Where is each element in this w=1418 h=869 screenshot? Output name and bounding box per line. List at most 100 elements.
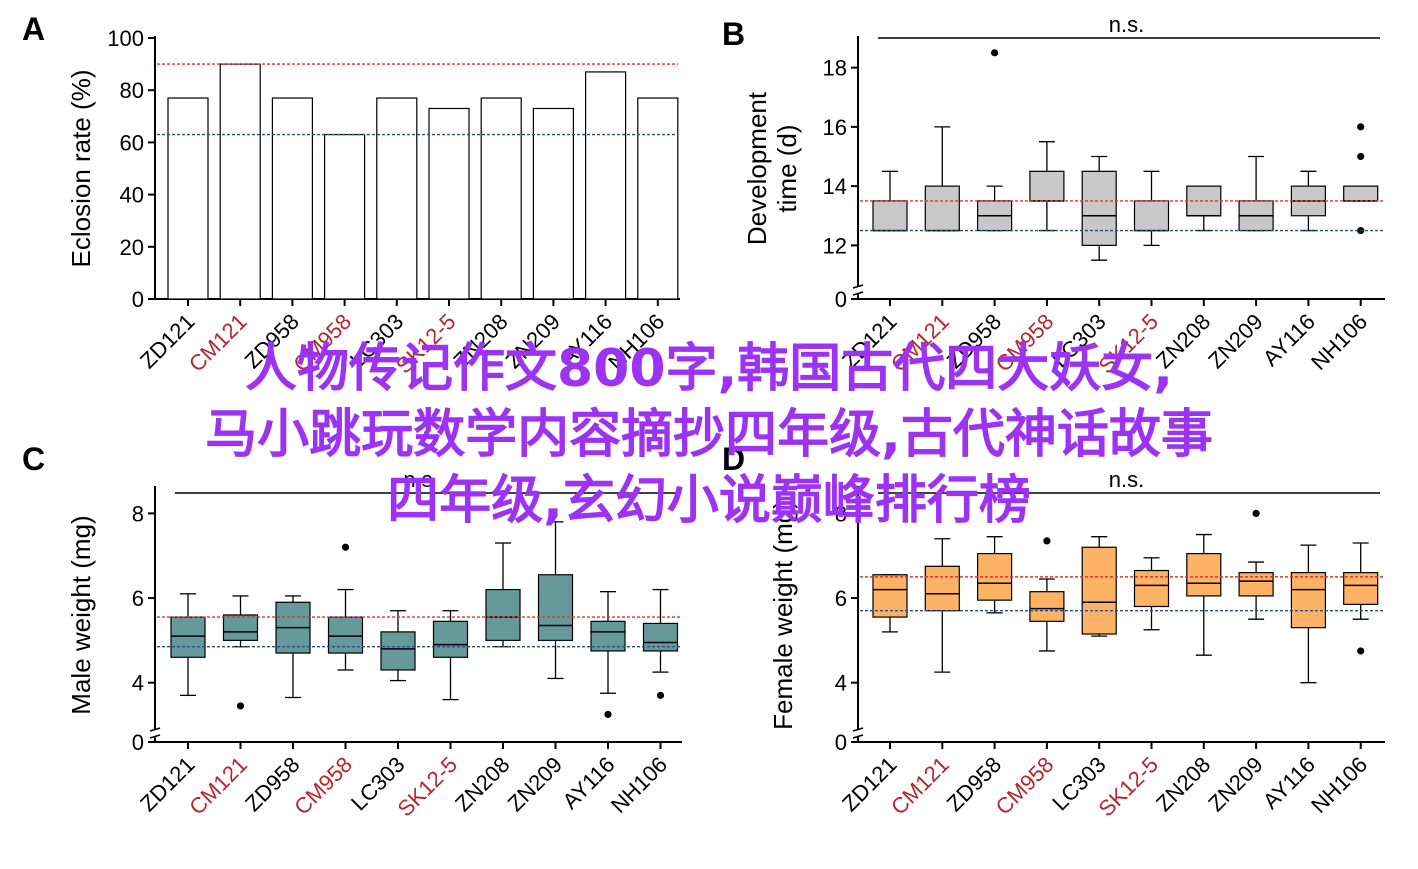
box xyxy=(222,614,259,641)
panel-label-d: D xyxy=(722,441,745,477)
y-tick-label: 0 xyxy=(132,730,144,755)
bar xyxy=(167,97,209,300)
x-tick-label: CM958 xyxy=(991,309,1059,377)
x-tick-label: ZN208 xyxy=(448,309,512,373)
panel-label-a: A xyxy=(22,11,45,47)
y-tick-label: 0 xyxy=(835,730,847,755)
significance-label: n.s. xyxy=(1109,12,1144,37)
x-tick-label: CM121 xyxy=(184,752,252,820)
x-tick-label: CM121 xyxy=(886,309,954,377)
outlier-point xyxy=(604,710,612,719)
y-tick-label: 4 xyxy=(132,671,144,696)
y-tick-label: 60 xyxy=(120,130,144,155)
bar xyxy=(480,97,522,300)
bar xyxy=(324,133,366,300)
box xyxy=(590,620,626,652)
x-tick-label: SK12-5 xyxy=(392,752,462,822)
box xyxy=(924,185,960,232)
bar xyxy=(376,97,418,300)
panel-label-b: B xyxy=(722,16,745,52)
box xyxy=(872,574,908,618)
x-tick-label: CM121 xyxy=(184,309,252,377)
axis-break-mark xyxy=(149,727,161,732)
axis-break-mark xyxy=(852,291,864,296)
x-tick-label: ZN208 xyxy=(1151,309,1215,373)
x-tick-label: NH106 xyxy=(603,309,669,375)
box xyxy=(1081,170,1117,246)
box xyxy=(327,616,364,654)
outlier-point xyxy=(1357,647,1365,655)
box xyxy=(1133,200,1170,232)
x-tick-label: ZN209 xyxy=(1203,752,1267,816)
box xyxy=(485,588,521,641)
axis-break-mark xyxy=(852,727,864,732)
bar xyxy=(532,107,575,300)
y-tick-label: 80 xyxy=(120,78,144,103)
y-tick-label: 8 xyxy=(132,501,144,526)
y-tick-label: 0 xyxy=(835,287,847,312)
y-tick-label: 14 xyxy=(823,174,847,199)
bar xyxy=(428,107,470,300)
x-tick-label: ZN209 xyxy=(503,752,567,816)
box xyxy=(924,565,960,612)
x-tick-label: ZN209 xyxy=(501,309,565,373)
outlier-point xyxy=(1357,152,1365,161)
x-tick-label: ZN208 xyxy=(1151,752,1215,816)
bar xyxy=(271,97,313,300)
x-tick-label: CM958 xyxy=(288,309,356,377)
box xyxy=(1029,591,1065,622)
x-tick-label: CM121 xyxy=(886,752,954,820)
box xyxy=(1290,572,1327,629)
significance-label: n.s. xyxy=(1109,467,1144,492)
box xyxy=(1238,572,1274,597)
box xyxy=(1081,546,1117,635)
box xyxy=(170,616,206,658)
outlier-point xyxy=(236,702,245,710)
box xyxy=(1029,170,1065,202)
y-tick-label: 12 xyxy=(823,233,847,258)
x-tick-label: CM958 xyxy=(991,752,1059,820)
x-tick-label: CM958 xyxy=(289,752,357,820)
significance-label: n.s xyxy=(403,467,432,492)
box xyxy=(1343,572,1379,605)
y-tick-label: 18 xyxy=(823,56,847,81)
bar xyxy=(637,97,679,300)
y-axis-label: Eclosion rate (%) xyxy=(66,70,96,268)
box xyxy=(1186,552,1222,597)
x-tick-label: ZN208 xyxy=(450,752,514,816)
outlier-point xyxy=(991,49,999,57)
y-axis-label: time (d) xyxy=(772,124,802,212)
box xyxy=(432,620,469,658)
y-tick-label: 100 xyxy=(107,26,144,51)
y-tick-label: 6 xyxy=(835,586,847,611)
box xyxy=(380,631,416,671)
y-tick-label: 6 xyxy=(132,586,144,611)
bar xyxy=(584,71,627,300)
x-tick-label: SK12-5 xyxy=(1093,752,1163,822)
x-tick-label: NH106 xyxy=(606,752,672,818)
outlier-point xyxy=(1252,509,1260,517)
axis-break-mark xyxy=(852,734,864,739)
x-tick-label: ZN209 xyxy=(1203,309,1267,373)
x-tick-label: NH106 xyxy=(1306,309,1372,375)
y-tick-label: 8 xyxy=(835,501,847,526)
x-tick-label: SK12-5 xyxy=(391,309,461,379)
y-tick-label: 16 xyxy=(823,115,847,140)
axis-break-mark xyxy=(149,734,161,739)
y-tick-label: 40 xyxy=(120,183,144,208)
bar xyxy=(219,63,261,300)
y-axis-label: Female weight (mg) xyxy=(768,500,798,730)
outlier-point xyxy=(1357,123,1365,131)
outlier-point xyxy=(341,543,350,551)
y-tick-label: 20 xyxy=(120,235,144,260)
y-tick-label: 0 xyxy=(132,287,144,312)
box xyxy=(1343,185,1379,202)
y-axis-label: Development xyxy=(742,91,772,245)
y-axis-label: Male weight (mg) xyxy=(66,515,96,714)
y-tick-label: 4 xyxy=(835,671,847,696)
x-tick-label: SK12-5 xyxy=(1093,309,1163,379)
